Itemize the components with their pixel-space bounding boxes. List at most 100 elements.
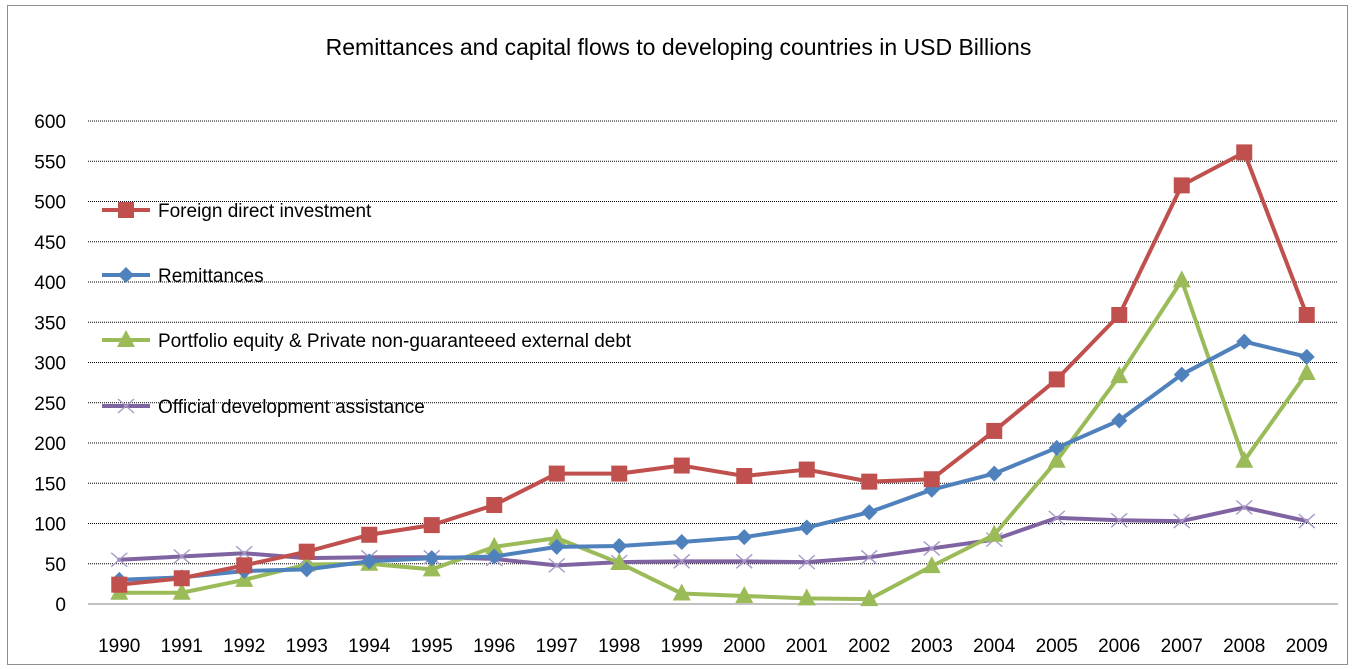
x-marker-stroke [173,548,191,565]
data-point [1110,512,1128,528]
y-tick-label: 500 [34,193,66,214]
y-tick-label: 150 [34,474,66,495]
data-point [1236,333,1253,350]
data-point [110,552,128,568]
data-point [735,585,754,603]
y-tick-label: 300 [34,354,66,375]
series-diamond [111,333,1315,588]
data-point [798,554,816,570]
data-point [548,465,565,482]
x-marker-stroke [923,540,941,556]
series-x [110,499,1316,573]
data-point [361,526,378,543]
data-point [1298,513,1316,529]
data-point [985,524,1004,542]
data-point [986,465,1003,482]
data-point [1298,307,1315,324]
data-point [736,529,753,546]
data-point [673,457,690,474]
data-point [1172,270,1191,288]
legend-item: Portfolio equity & Private non-guarantee… [102,330,632,352]
data-point [1173,177,1190,194]
legend-marker [118,202,134,218]
data-point [923,471,940,488]
y-tick-label: 600 [34,112,66,133]
data-point [1173,513,1191,529]
x-marker-stroke [1048,510,1066,526]
data-point [1235,450,1254,468]
data-point [798,519,815,536]
y-tick-label: 450 [34,233,66,254]
data-point [1298,348,1315,365]
x-marker-stroke [110,552,128,568]
x-marker-stroke [673,553,691,569]
data-point [423,517,440,534]
y-axis-tick-labels: 0 50 100 150 200 250 300 350 400 450 500 550 600 [34,112,66,616]
y-tick-label: 250 [34,394,66,415]
legend-item: Official development assistance [102,397,425,418]
data-point [422,559,441,577]
data-point [236,557,253,574]
legend-item: Foreign direct investment [102,201,372,222]
x-tick-label: 2002 [848,636,890,657]
data-point [548,538,565,555]
data-point [485,536,504,554]
data-point [610,552,629,570]
x-marker-stroke [548,557,566,573]
legend-marker [117,330,135,347]
data-point [548,557,566,573]
x-tick-label: 2008 [1223,636,1265,657]
data-point [111,576,128,593]
x-tick-label: 1999 [661,636,703,657]
data-point [1110,366,1129,384]
series-triangle [110,270,1316,607]
gridlines [88,120,1338,605]
series-line [117,278,1309,602]
y-tick-label: 200 [34,434,66,455]
legend-label: Portfolio equity & Private non-guarantee… [158,331,632,352]
x-tick-label: 1992 [223,636,265,657]
legend-label: Foreign direct investment [158,201,372,222]
y-tick-label: 50 [45,555,66,576]
chart-title: Remittances and capital flows to develop… [325,34,1032,60]
data-point [860,549,878,565]
data-point [1173,366,1190,383]
data-point [298,561,315,578]
x-tick-label: 1996 [473,636,515,657]
data-point [673,553,691,569]
legend-marker [117,398,135,414]
x-marker-stroke [1173,513,1191,529]
x-axis-tick-labels: 1990 1991 1992 1993 1994 1995 1996 1997 1998 1999… [98,636,1328,657]
data-point [1048,439,1065,456]
x-tick-label: 2003 [911,636,953,657]
x-tick-label: 2007 [1161,636,1203,657]
x-tick-label: 1995 [411,636,453,657]
data-point [1111,307,1128,324]
data-point [547,527,566,545]
y-tick-label: 0 [55,595,66,616]
x-marker-stroke [1110,512,1128,528]
y-tick-label: 550 [34,152,66,173]
data-point [172,582,191,600]
data-point [798,461,815,478]
data-point [986,422,1003,439]
data-point [1297,362,1316,380]
x-marker-stroke [117,398,135,414]
x-marker-stroke [735,553,753,569]
data-point [611,465,628,482]
data-point [611,538,628,555]
x-tick-label: 1994 [348,636,391,657]
legend-marker [118,267,134,283]
series-square [111,144,1315,593]
x-tick-label: 1993 [286,636,328,657]
x-tick-label: 1998 [598,636,640,657]
x-tick-label: 1991 [161,636,203,657]
data-point [673,534,690,551]
data-point [736,468,753,485]
x-tick-label: 2005 [1036,636,1078,657]
series-lines [110,144,1316,607]
data-point [922,556,941,574]
x-tick-label: 2004 [973,636,1016,657]
x-tick-label: 1990 [98,636,140,657]
